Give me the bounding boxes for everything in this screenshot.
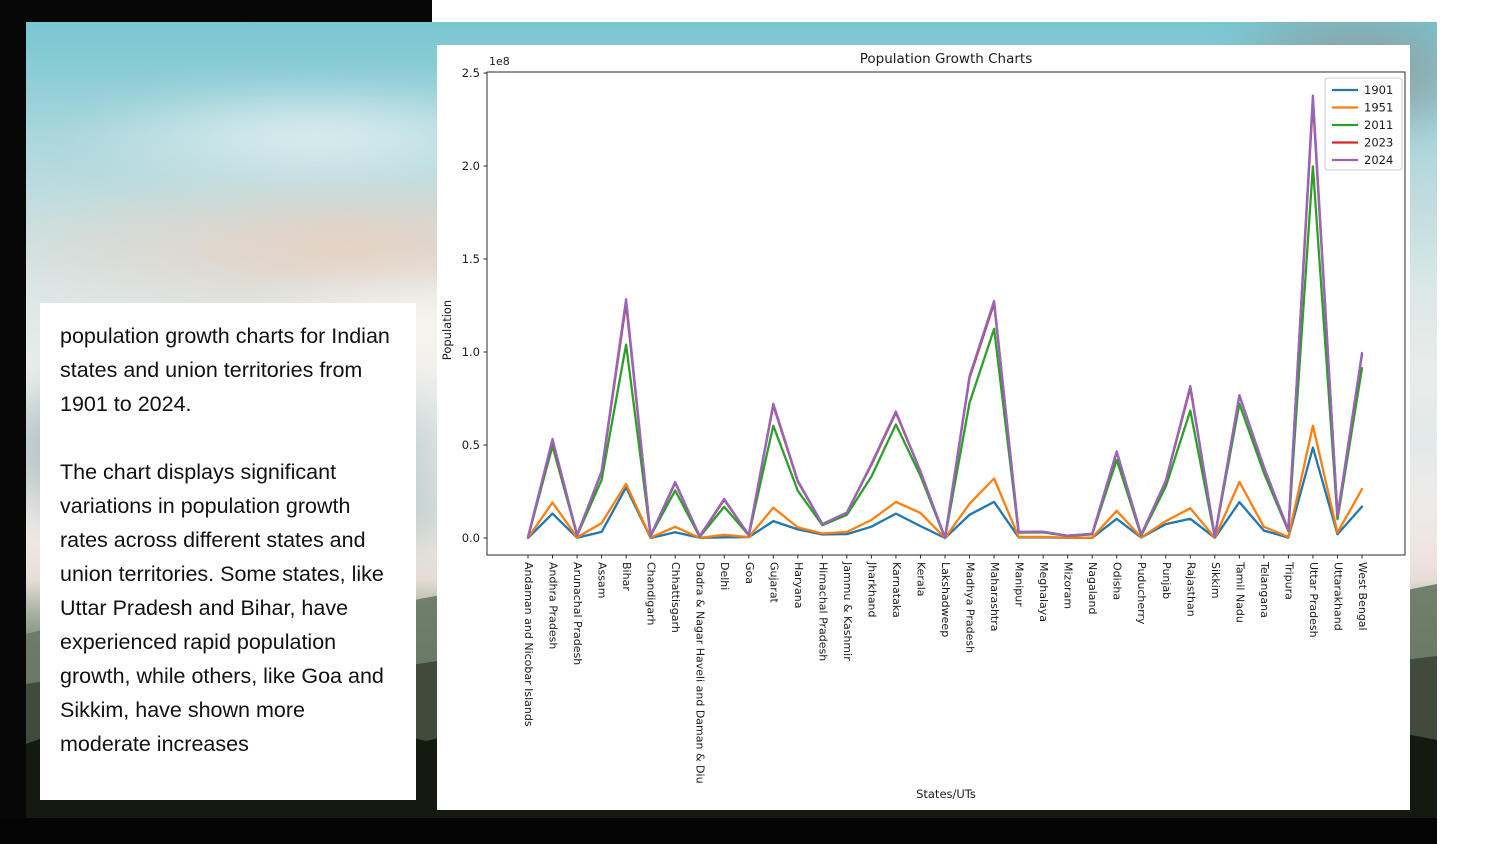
x-tick-label: Puducherry xyxy=(1135,562,1148,625)
chart-figure: 0.0 0.5 1.0 1.5 2.0 2.5 Andaman and Nicobar Is… xyxy=(437,45,1410,810)
x-tick-label: Telangana xyxy=(1258,561,1271,618)
x-tick-label: Nagaland xyxy=(1086,562,1099,614)
y-tick-label: 2.5 xyxy=(462,66,480,80)
x-tick-label: Delhi xyxy=(718,562,731,590)
legend-label-1901: 1901 xyxy=(1364,83,1393,97)
legend-label-1951: 1951 xyxy=(1364,101,1393,115)
chart-title: Population Growth Charts xyxy=(860,51,1033,67)
x-tick-label: Dadra & Nagar Haveli and Daman & Diu xyxy=(694,562,707,784)
x-tick-label: Mizoram xyxy=(1062,562,1075,609)
x-tick-label: Lakshadweep xyxy=(939,562,952,637)
x-tick-label: Tamil Nadu xyxy=(1233,561,1246,623)
x-tick-label: Andhra Pradesh xyxy=(547,562,560,649)
x-tick-label: Andaman and Nicobar Islands xyxy=(522,562,535,727)
bottom-black-bar xyxy=(0,818,1437,844)
top-black-bar xyxy=(0,0,432,22)
x-tick-label: Himachal Pradesh xyxy=(816,562,829,661)
left-black-bar xyxy=(0,0,26,820)
x-tick-label: Madhya Pradesh xyxy=(964,562,977,653)
x-tick-label: Arunachal Pradesh xyxy=(571,562,584,665)
x-tick-label: Karnataka xyxy=(890,562,903,618)
x-tick-label: Tripura xyxy=(1282,561,1295,600)
x-tick-label: Maharashtra xyxy=(988,562,1001,632)
x-tick-label: Odisha xyxy=(1111,562,1124,600)
series-line-2024 xyxy=(526,94,1364,540)
x-tick-label: Sikkim xyxy=(1209,562,1222,599)
x-tick-label: Assam xyxy=(596,562,609,598)
x-tick-label: Uttarakhand xyxy=(1331,562,1344,631)
axes-frame xyxy=(486,71,1406,556)
x-tick-label: Jharkhand xyxy=(865,561,878,618)
x-tick-label: Haryana xyxy=(792,562,805,609)
legend-label-2023: 2023 xyxy=(1364,136,1393,150)
x-axis-label: States/UTs xyxy=(916,787,976,801)
caption-paragraph-1: population growth charts for Indian stat… xyxy=(60,324,390,416)
caption-box: population growth charts for Indian stat… xyxy=(40,303,416,800)
x-tick-label: Goa xyxy=(743,562,756,584)
legend-label-2024: 2024 xyxy=(1364,153,1393,167)
y-axis-multiplier: 1e8 xyxy=(489,55,510,68)
y-tick-label: 0.5 xyxy=(462,438,480,452)
x-tick-label: Punjab xyxy=(1160,562,1173,599)
x-tick-label: Rajasthan xyxy=(1184,562,1197,617)
x-tick-label: Manipur xyxy=(1013,562,1026,607)
x-tick-label: Chhattisgarh xyxy=(669,562,682,633)
x-tick-label: Jammu & Kashmir xyxy=(841,561,854,661)
y-tick-label: 1.0 xyxy=(462,345,480,359)
chart-plot: 0.0 0.5 1.0 1.5 2.0 2.5 Andaman and Nicobar Is… xyxy=(440,51,1406,801)
x-tick-label: Uttar Pradesh xyxy=(1307,562,1320,638)
legend-label-2011: 2011 xyxy=(1364,118,1393,132)
x-tick-label: West Bengal xyxy=(1356,562,1369,631)
x-tick-label: Chandigarh xyxy=(645,562,658,625)
y-axis-label: Population xyxy=(440,300,454,360)
legend-box xyxy=(1324,77,1403,171)
y-tick-label: 2.0 xyxy=(462,159,480,173)
y-tick-label: 1.5 xyxy=(462,252,480,266)
x-tick-label: Gujarat xyxy=(767,562,780,604)
y-tick-label: 0.0 xyxy=(462,531,480,545)
x-tick-label: Kerala xyxy=(914,562,927,597)
x-tick-label: Meghalaya xyxy=(1037,562,1050,622)
x-tick-label: Bihar xyxy=(620,562,633,591)
caption-paragraph-2: The chart displays significant variation… xyxy=(60,460,384,756)
